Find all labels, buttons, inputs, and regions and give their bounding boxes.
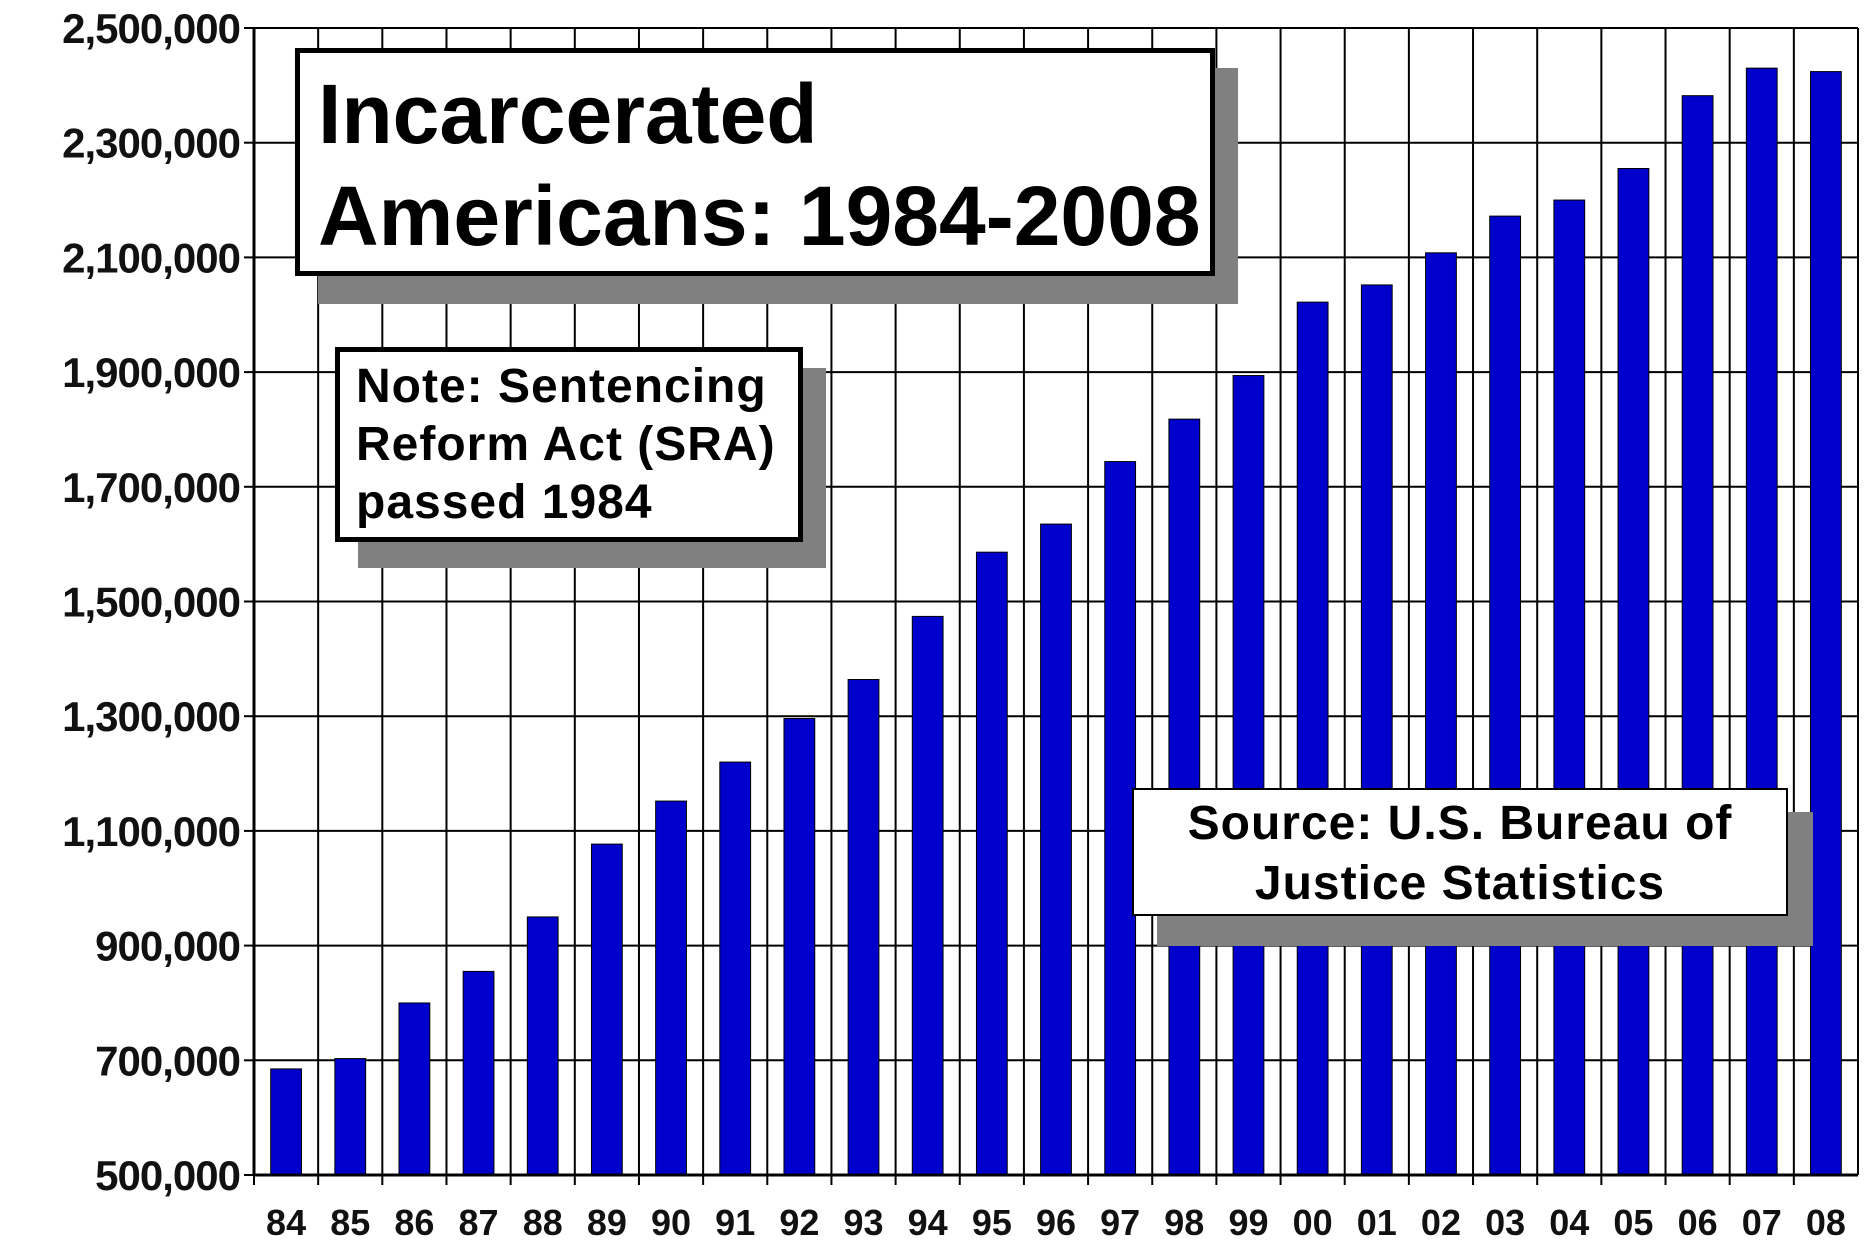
x-tick-label: 86 (394, 1202, 434, 1243)
x-tick-label: 01 (1357, 1202, 1397, 1243)
x-tick-label: 85 (330, 1202, 370, 1243)
bar-04 (1553, 199, 1586, 1176)
bars (270, 67, 1842, 1176)
note-line-2: Reform Act (SRA) (356, 418, 776, 471)
bar-02 (1425, 252, 1457, 1176)
chart-title-line-1: Incarcerated (318, 67, 818, 161)
y-tick-label: 1,100,000 (62, 808, 240, 855)
bar-93 (847, 678, 880, 1176)
y-tick-label: 900,000 (95, 923, 240, 970)
note-line-1: Note: Sentencing (356, 360, 767, 413)
x-tick-label: 91 (715, 1202, 755, 1243)
x-tick-label: 93 (843, 1202, 883, 1243)
source-annotation-box: Source: U.S. Bureau of Justice Statistic… (1132, 788, 1788, 916)
bar-06 (1681, 95, 1714, 1176)
y-tick-label: 1,700,000 (62, 464, 240, 511)
y-tick-label: 1,900,000 (62, 349, 240, 396)
bar-01 (1360, 284, 1393, 1176)
x-tick-label: 94 (908, 1202, 948, 1243)
bar-03 (1489, 215, 1522, 1176)
bar-88 (526, 916, 559, 1176)
note-line-3: passed 1984 (356, 476, 653, 529)
bar-84 (270, 1068, 302, 1176)
tick-labels: 500,000 700,000 900,000 1,100,000 1,300,000 1… (62, 5, 1846, 1243)
x-tick-label: 88 (523, 1202, 563, 1243)
x-tick-label: 89 (587, 1202, 627, 1243)
source-line-1: Source: U.S. Bureau of (1187, 797, 1733, 850)
bar-96 (1040, 523, 1072, 1176)
bar-90 (655, 800, 687, 1176)
x-tick-label: 87 (459, 1202, 499, 1243)
bar-86 (398, 1002, 431, 1176)
source-line-2: Justice Statistics (1254, 857, 1666, 910)
bar-95 (975, 551, 1008, 1176)
y-tick-label: 2,300,000 (62, 120, 240, 167)
x-tick-label: 00 (1293, 1202, 1333, 1243)
x-tick-label: 92 (779, 1202, 819, 1243)
y-tick-label: 700,000 (95, 1037, 240, 1084)
note-annotation-box: Note: Sentencing Reform Act (SRA) passed… (335, 347, 803, 542)
x-tick-label: 06 (1678, 1202, 1718, 1243)
bar-99 (1232, 375, 1265, 1176)
bar-91 (719, 761, 752, 1176)
bar-94 (911, 615, 944, 1176)
x-tick-label: 84 (266, 1202, 306, 1243)
bar-00 (1296, 301, 1329, 1176)
y-tick-label: 1,300,000 (62, 693, 240, 740)
x-tick-label: 99 (1228, 1202, 1268, 1243)
x-tick-label: 05 (1613, 1202, 1653, 1243)
y-tick-label: 500,000 (95, 1152, 240, 1199)
x-tick-label: 97 (1100, 1202, 1140, 1243)
bar-07 (1745, 67, 1778, 1176)
chart-title-line-2: Americans: 1984-2008 (318, 169, 1201, 263)
axes (244, 27, 1858, 1185)
bar-97 (1104, 461, 1137, 1176)
x-tick-label: 04 (1549, 1202, 1589, 1243)
y-tick-label: 1,500,000 (62, 579, 240, 626)
x-tick-label: 02 (1421, 1202, 1461, 1243)
bar-08 (1810, 71, 1842, 1176)
y-tick-label: 2,500,000 (62, 5, 240, 52)
bar-87 (462, 970, 495, 1176)
y-tick-label: 2,100,000 (62, 234, 240, 281)
chart-title-box: Incarcerated Americans: 1984-2008 (295, 48, 1215, 276)
x-tick-label: 08 (1806, 1202, 1846, 1243)
bar-89 (590, 843, 623, 1176)
x-tick-label: 96 (1036, 1202, 1076, 1243)
bar-85 (334, 1058, 367, 1176)
x-tick-label: 95 (972, 1202, 1012, 1243)
x-tick-label: 90 (651, 1202, 691, 1243)
x-tick-label: 03 (1485, 1202, 1525, 1243)
x-tick-label: 07 (1742, 1202, 1782, 1243)
bar-05 (1617, 168, 1650, 1176)
bar-92 (783, 717, 816, 1176)
x-tick-label: 98 (1164, 1202, 1204, 1243)
